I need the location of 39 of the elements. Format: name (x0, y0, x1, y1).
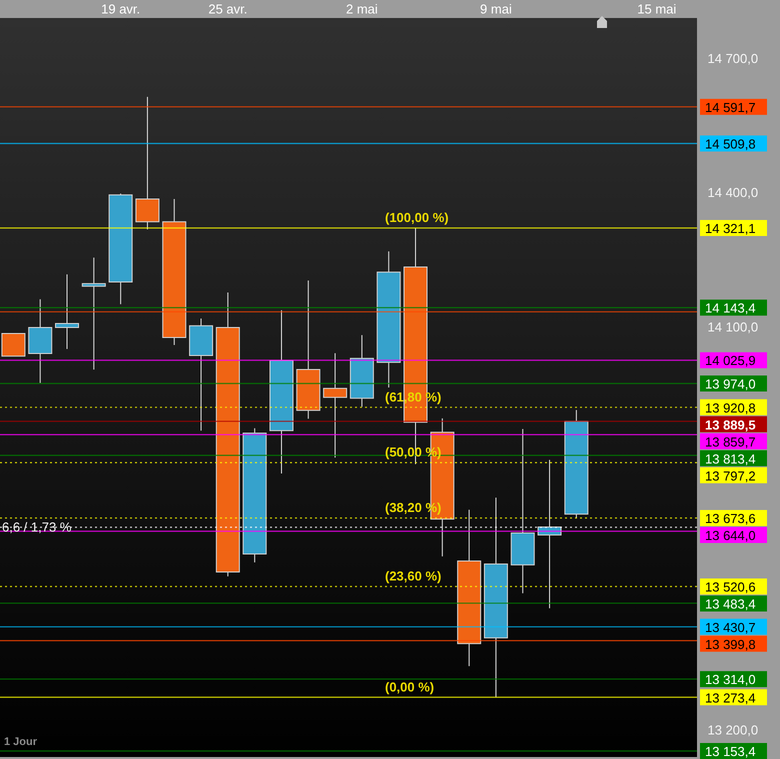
ref-line-label: 14 509,8 (705, 136, 756, 152)
candlestick (1, 333, 26, 357)
ref-line-label: 13 673,6 (705, 511, 756, 526)
x-tick-label: 2 mai (346, 2, 378, 16)
ref-line-label: 13 974,0 (705, 376, 756, 392)
ref-line-label: 13 797,2 (705, 468, 756, 484)
y-tick-label: 14 400,0 (708, 185, 758, 200)
annotation: (23,60 %) (385, 568, 442, 584)
candlestick (323, 352, 348, 458)
x-tick-label: 15 mai (637, 2, 676, 16)
y-tick-label: 14 100,0 (708, 320, 758, 335)
ref-line-label: 14 025,9 (705, 353, 756, 368)
ref-line-label: 13 920,8 (705, 400, 756, 416)
y-tick-label: 13 200,0 (708, 722, 758, 738)
ref-line-label: 13 399,8 (705, 636, 756, 652)
annotation: (0,00 %) (385, 679, 434, 694)
ref-line-label: 13 889,5 (705, 417, 756, 432)
candlestick (135, 96, 160, 230)
candlestick (55, 274, 80, 350)
x-tick-label: 25 avr. (208, 2, 248, 16)
annotation: 6,6 / 1,73 % (2, 519, 72, 534)
ref-line-label: 13 859,7 (705, 434, 756, 450)
ref-line-label: 13 273,4 (705, 690, 756, 706)
annotation: 1 Jour (4, 736, 38, 748)
x-tick-label: 9 mai (480, 2, 512, 16)
ref-line-label: 13 644,0 (705, 528, 756, 544)
ref-line-label: 13 520,6 (705, 580, 756, 595)
y-tick-label: 14 700,0 (708, 50, 758, 66)
ref-line-label: 13 483,4 (705, 596, 756, 612)
ref-line-label: 13 813,4 (705, 451, 756, 466)
ref-line-label: 13 430,7 (705, 620, 756, 635)
candlestick (82, 257, 106, 370)
x-tick-label: 19 avr. (101, 2, 140, 16)
ref-line-label: 13 314,0 (705, 672, 756, 688)
ref-line-label: 14 591,7 (705, 100, 756, 115)
ref-line-label: 14 143,4 (705, 300, 756, 316)
ref-line-label: 14 321,1 (705, 221, 756, 236)
annotation: (100,00 %) (385, 210, 449, 226)
ref-line-label: 13 153,4 (705, 744, 756, 759)
